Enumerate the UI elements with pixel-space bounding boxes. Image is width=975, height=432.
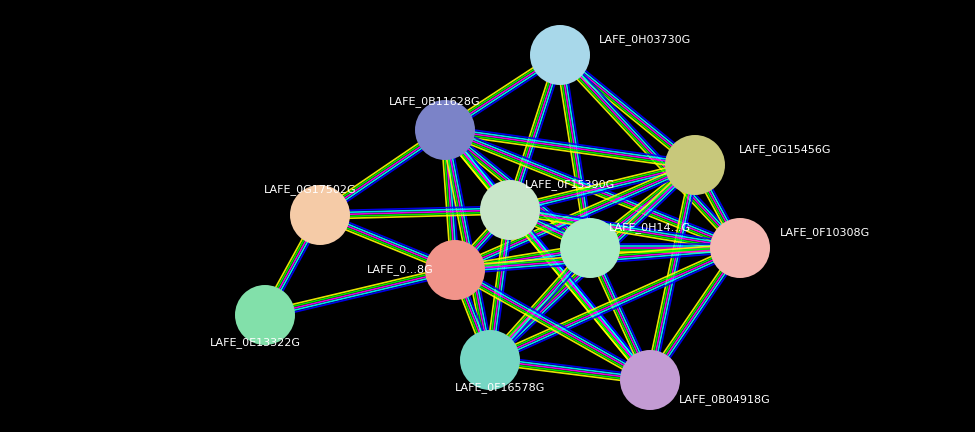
Circle shape (415, 100, 475, 160)
Circle shape (620, 350, 680, 410)
Text: LAFE_0G17502G: LAFE_0G17502G (263, 184, 356, 195)
Text: LAFE_0G15456G: LAFE_0G15456G (739, 145, 832, 156)
Text: LAFE_0H03730G: LAFE_0H03730G (599, 35, 691, 45)
Circle shape (290, 185, 350, 245)
Circle shape (235, 285, 295, 345)
Text: LAFE_0...8G: LAFE_0...8G (367, 264, 433, 276)
Circle shape (665, 135, 725, 195)
Text: LAFE_0F16578G: LAFE_0F16578G (454, 383, 545, 394)
Circle shape (560, 218, 620, 278)
Text: LAFE_0F10308G: LAFE_0F10308G (780, 228, 870, 238)
Circle shape (530, 25, 590, 85)
Text: LAFE_0H14...G: LAFE_0H14...G (609, 222, 691, 233)
Text: LAFE_0F15390G: LAFE_0F15390G (525, 180, 615, 191)
Text: LAFE_0E13322G: LAFE_0E13322G (210, 337, 300, 349)
Circle shape (425, 240, 485, 300)
Circle shape (460, 330, 520, 390)
Circle shape (480, 180, 540, 240)
Text: LAFE_0B11628G: LAFE_0B11628G (389, 96, 481, 108)
Text: LAFE_0B04918G: LAFE_0B04918G (680, 394, 771, 406)
Circle shape (710, 218, 770, 278)
